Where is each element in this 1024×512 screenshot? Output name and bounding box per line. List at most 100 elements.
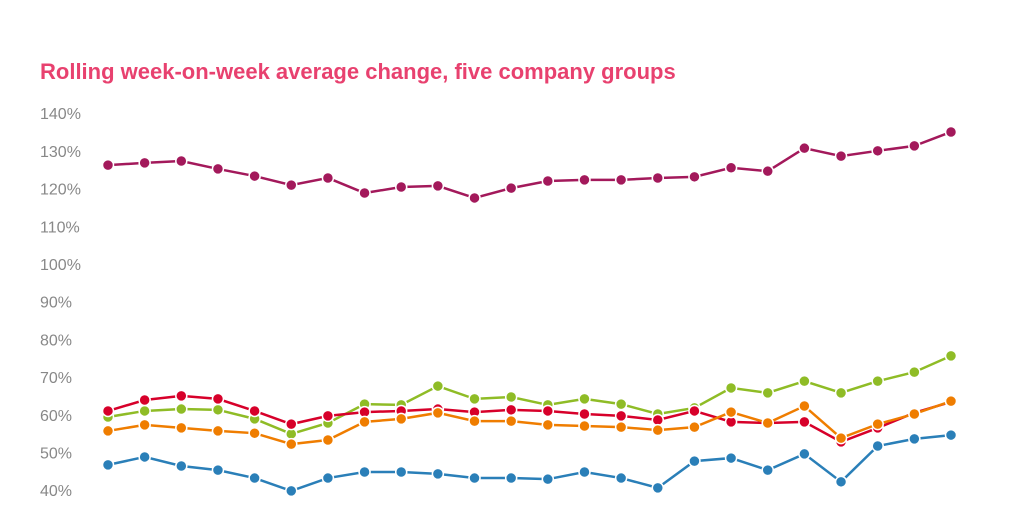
point xyxy=(101,404,115,418)
point xyxy=(761,463,774,477)
point xyxy=(578,407,591,421)
point xyxy=(541,472,555,486)
point xyxy=(688,170,701,184)
y-tick-label: 70% xyxy=(40,370,72,387)
point xyxy=(871,417,884,431)
point xyxy=(248,169,261,183)
point xyxy=(651,413,665,427)
point xyxy=(321,409,335,423)
series-line xyxy=(107,354,952,436)
point xyxy=(908,139,921,153)
point xyxy=(834,149,848,163)
point xyxy=(871,144,884,158)
series-line xyxy=(107,399,952,446)
point xyxy=(358,186,371,200)
point xyxy=(285,417,298,431)
point xyxy=(358,415,371,429)
point xyxy=(614,173,628,187)
point xyxy=(138,156,151,170)
point xyxy=(321,171,335,185)
point xyxy=(578,392,591,406)
point xyxy=(798,141,811,155)
point xyxy=(101,158,115,172)
point xyxy=(651,481,665,495)
point xyxy=(394,412,408,426)
point xyxy=(138,393,151,407)
point xyxy=(614,409,628,423)
point xyxy=(431,379,445,393)
point xyxy=(394,180,408,194)
y-tick-label: 130% xyxy=(40,144,81,161)
point xyxy=(541,404,555,418)
point xyxy=(468,414,481,428)
point xyxy=(688,404,701,418)
point xyxy=(834,386,848,400)
point xyxy=(394,465,408,479)
point xyxy=(211,424,225,438)
point xyxy=(504,403,518,417)
point xyxy=(761,416,774,430)
point xyxy=(101,424,115,438)
point xyxy=(504,471,518,485)
point xyxy=(724,161,738,175)
point xyxy=(175,402,188,416)
point xyxy=(688,420,701,434)
point xyxy=(101,458,115,472)
point xyxy=(761,164,774,178)
point xyxy=(724,451,738,465)
point xyxy=(871,439,884,453)
point xyxy=(688,454,701,468)
point xyxy=(431,179,445,193)
point xyxy=(834,475,848,489)
point xyxy=(798,374,811,388)
point xyxy=(798,447,811,461)
point xyxy=(468,392,481,406)
point xyxy=(871,374,884,388)
point xyxy=(175,459,188,473)
point xyxy=(285,484,298,498)
point xyxy=(248,426,261,440)
point xyxy=(175,154,188,168)
point xyxy=(614,420,628,434)
point xyxy=(541,418,555,432)
point xyxy=(285,178,298,192)
point xyxy=(724,405,738,419)
y-tick-label: 80% xyxy=(40,332,72,349)
point xyxy=(138,450,151,464)
y-tick-label: 60% xyxy=(40,408,72,425)
point xyxy=(211,463,225,477)
point xyxy=(578,465,591,479)
point xyxy=(468,471,481,485)
point xyxy=(175,421,188,435)
point xyxy=(908,432,921,446)
point xyxy=(834,431,848,445)
point xyxy=(798,415,811,429)
point xyxy=(504,390,518,404)
point xyxy=(944,125,958,139)
point xyxy=(138,404,151,418)
point xyxy=(651,423,665,437)
point xyxy=(321,433,335,447)
series-line xyxy=(107,433,952,493)
point xyxy=(358,465,371,479)
series-line xyxy=(107,394,952,444)
y-tick-label: 40% xyxy=(40,483,72,500)
point xyxy=(504,181,518,195)
point xyxy=(908,407,921,421)
point xyxy=(578,173,591,187)
point xyxy=(614,397,628,411)
y-tick-label: 90% xyxy=(40,295,72,312)
y-tick-label: 50% xyxy=(40,446,72,463)
point xyxy=(944,428,958,442)
point xyxy=(908,365,921,379)
point xyxy=(761,386,774,400)
point xyxy=(614,471,628,485)
point xyxy=(248,471,261,485)
point xyxy=(798,399,811,413)
y-tick-label: 140% xyxy=(40,106,81,123)
point xyxy=(211,392,225,406)
point xyxy=(175,389,188,403)
y-tick-label: 100% xyxy=(40,257,81,274)
chart-title: Rolling week-on-week average change, fiv… xyxy=(40,59,676,84)
